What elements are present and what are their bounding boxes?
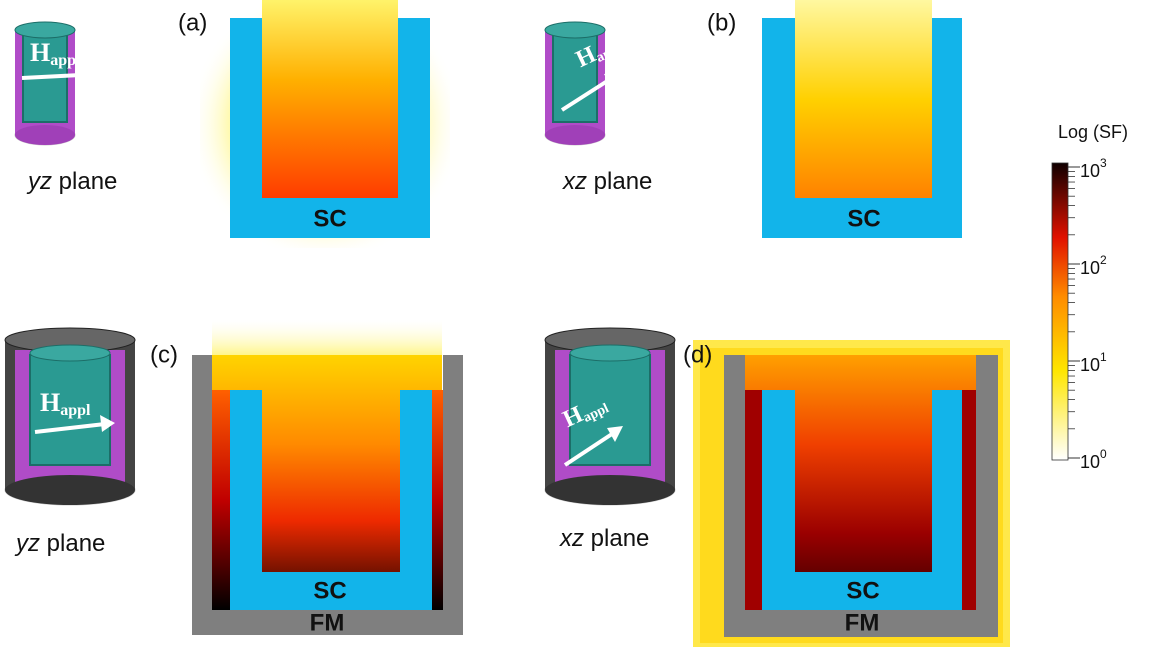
colorbar-tick-label: 101 xyxy=(1080,350,1107,375)
panel-d: Happl xz plane (d) SC FM xyxy=(544,327,1010,647)
material-label: SC xyxy=(313,577,346,604)
panel-label: (b) xyxy=(707,9,736,36)
sc-shape xyxy=(762,18,962,238)
sc-shape xyxy=(230,18,430,238)
sc-shape xyxy=(230,390,432,610)
colorbar-tick-label: 102 xyxy=(1080,253,1107,278)
panel-label: (c) xyxy=(150,341,178,368)
field-label: Happl xyxy=(40,388,91,419)
colorbar-tick-label: 100 xyxy=(1080,447,1107,472)
panel-c: Happl yz plane (c) SC FM xyxy=(4,320,463,636)
material-label: FM xyxy=(845,609,880,636)
material-label: FM xyxy=(310,609,345,636)
field-label: Happl xyxy=(30,38,81,69)
material-label: SC xyxy=(846,577,879,604)
panel-label: (d) xyxy=(683,341,712,368)
colorbar: Log (SF) 103 102 101 100 xyxy=(1051,122,1128,472)
colorbar-title: Log (SF) xyxy=(1058,122,1128,142)
colorbar-tick-label: 103 xyxy=(1080,156,1107,181)
plane-label: yz plane xyxy=(14,530,105,557)
plane-label: xz plane xyxy=(562,168,652,195)
panel-b: Happl xz plane (b) SC xyxy=(544,0,962,238)
cylinder-icon xyxy=(544,21,606,146)
panel-a: Happl yz plane (a) SC xyxy=(14,0,450,248)
material-label: SC xyxy=(313,205,346,232)
material-label: SC xyxy=(847,205,880,232)
plane-label: xz plane xyxy=(559,525,649,552)
plane-label: yz plane xyxy=(26,168,117,195)
sc-shape xyxy=(762,390,962,610)
